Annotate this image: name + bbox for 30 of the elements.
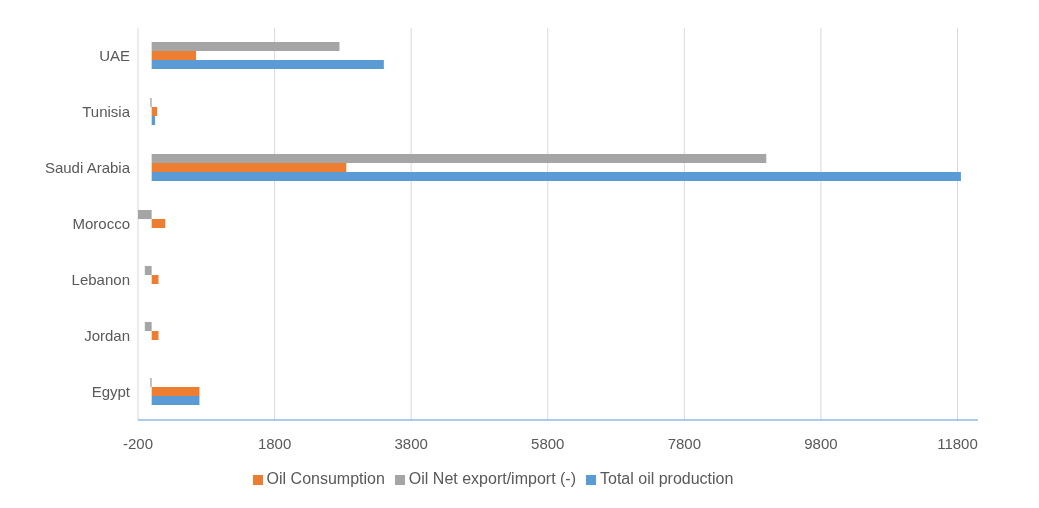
bar xyxy=(151,163,347,172)
legend-label: Oil Consumption xyxy=(266,470,385,487)
x-tick-label: 5800 xyxy=(531,434,565,452)
y-tick-label: Tunisia xyxy=(82,103,131,121)
bar xyxy=(138,210,152,219)
bar xyxy=(151,387,200,396)
bar xyxy=(151,51,197,60)
bar xyxy=(151,107,158,116)
y-tick-label: Morocco xyxy=(72,215,130,233)
x-tick-label: 11800 xyxy=(937,434,978,452)
x-tick-label: 9800 xyxy=(804,434,838,452)
legend-label: Total oil production xyxy=(600,470,734,487)
x-tick-label: 3800 xyxy=(394,434,428,452)
x-tick-label: -200 xyxy=(122,434,154,452)
bar xyxy=(151,154,767,163)
bar xyxy=(151,219,166,228)
y-tick-label: UAE xyxy=(99,47,130,65)
y-tick-label: Saudi Arabia xyxy=(44,159,131,177)
bar xyxy=(144,266,152,275)
x-tick-label: 7800 xyxy=(667,434,702,452)
bar xyxy=(151,172,961,181)
bar xyxy=(151,60,384,69)
y-tick-label: Egypt xyxy=(91,383,131,401)
legend-label: Oil Net export/import (-) xyxy=(408,470,576,487)
y-tick-label: Lebanon xyxy=(71,271,130,289)
bar xyxy=(151,42,340,51)
y-tick-label: Jordan xyxy=(84,327,130,345)
bar xyxy=(151,396,200,405)
bar xyxy=(144,322,152,331)
x-tick-label: 1800 xyxy=(257,434,292,452)
